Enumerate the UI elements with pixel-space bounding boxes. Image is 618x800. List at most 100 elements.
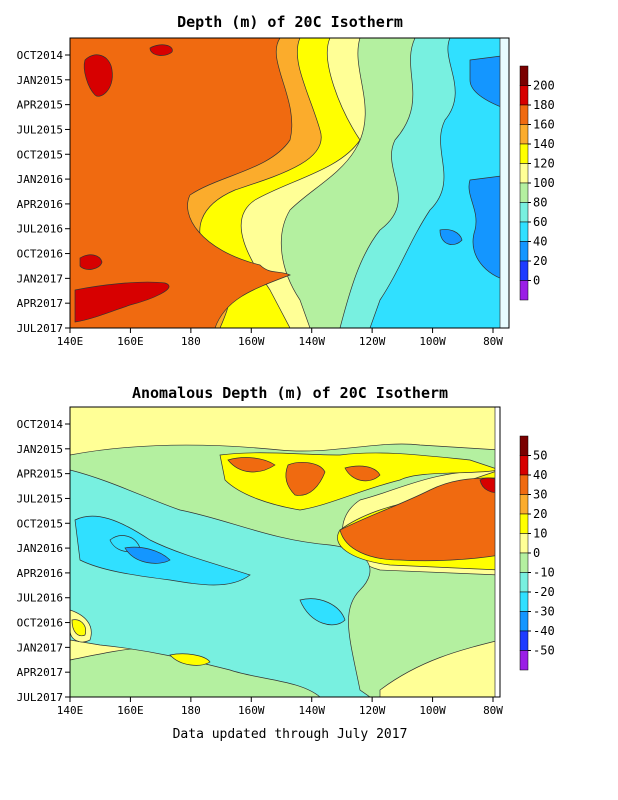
depth-frame — [69, 37, 510, 329]
colorbar-tick-label: 160 — [533, 118, 555, 132]
colorbar: 50 40 30 20 10 0 -10 -20 -30 -40 -50 — [519, 435, 555, 671]
colorbar-swatch — [519, 163, 529, 184]
band-180-200 — [83, 54, 113, 97]
y-tick-label: JAN2016 — [17, 173, 63, 186]
x-tick-label: 120W — [359, 704, 386, 717]
colorbar-tick-label: 50 — [533, 449, 547, 463]
y-tick-label: APR2017 — [17, 666, 63, 679]
y-tick-label: OCT2014 — [17, 418, 64, 431]
colorbar-swatch — [519, 435, 529, 456]
y-tick-label: APR2015 — [17, 99, 63, 112]
x-tick-label: 80W — [483, 335, 503, 348]
band-minus30-minus20 — [74, 515, 251, 586]
x-tick-label: 120W — [359, 335, 386, 348]
x-tick-label: 140E — [57, 704, 84, 717]
chart-title: Anomalous Depth (m) of 20C Isotherm — [132, 384, 448, 402]
x-tick-label: 160W — [238, 704, 265, 717]
y-tick-label: JAN2015 — [17, 443, 63, 456]
y-axis: OCT2014 JAN2015 APR2015 JUL2015 OCT2015 JAN20… — [17, 49, 70, 335]
y-tick-label: JAN2015 — [17, 74, 63, 87]
x-tick-label: 80W — [483, 704, 503, 717]
colorbar-tick-label: -30 — [533, 605, 555, 619]
band-edge — [494, 407, 500, 697]
band-180-200 — [74, 281, 170, 323]
colorbar-tick-label: 60 — [533, 215, 547, 229]
band-20-30 — [344, 465, 381, 482]
colorbar-tick-label: -20 — [533, 585, 555, 599]
band-180-200 — [149, 44, 173, 56]
band-minus40-minus30 — [124, 546, 171, 564]
colorbar-tick-label: 40 — [533, 468, 547, 482]
x-tick-label: 140W — [298, 704, 325, 717]
x-tick-label: 100W — [419, 335, 446, 348]
band-10-20 — [169, 653, 211, 666]
colorbar-tick-label: -50 — [533, 644, 555, 658]
x-axis: 140E 160E 180 160W 140W 120W 100W 80W — [57, 697, 503, 717]
colorbar-tick-label: 20 — [533, 254, 547, 268]
colorbar-tick-label: 80 — [533, 196, 547, 210]
y-tick-label: JAN2016 — [17, 542, 63, 555]
x-tick-label: 160W — [238, 335, 265, 348]
colorbar-tick-label: 30 — [533, 488, 547, 502]
y-tick-label: JUL2015 — [17, 123, 63, 136]
x-tick-label: 100W — [419, 704, 446, 717]
colorbar-tick-label: 10 — [533, 527, 547, 541]
colorbar-swatch — [519, 202, 529, 223]
colorbar-tick-label: 140 — [533, 137, 555, 151]
y-tick-label: APR2017 — [17, 297, 63, 310]
y-tick-label: APR2016 — [17, 567, 63, 580]
colorbar-swatch — [519, 494, 529, 515]
colorbar-swatch — [519, 221, 529, 242]
colorbar-swatch — [519, 552, 529, 573]
x-tick-label: 140E — [57, 335, 84, 348]
y-axis: OCT2014 JAN2015 APR2015 JUL2015 OCT2015 JAN20… — [17, 418, 70, 704]
colorbar-swatch — [519, 513, 529, 534]
y-tick-label: OCT2016 — [17, 248, 63, 261]
colorbar-swatch — [519, 143, 529, 164]
colorbar-swatch — [519, 241, 529, 262]
colorbar-swatch — [519, 572, 529, 593]
colorbar-tick-label: 40 — [533, 235, 547, 249]
colorbar-swatch — [519, 455, 529, 476]
band-180-200 — [79, 254, 103, 270]
band-0-20 — [499, 38, 509, 328]
data-updated-note: Data updated through July 2017 — [173, 727, 408, 742]
band-minus30-minus20 — [299, 598, 346, 626]
colorbar-swatch — [519, 85, 529, 106]
colorbar-swatch — [519, 611, 529, 632]
anomaly-frame — [69, 406, 501, 698]
y-tick-label: JUL2015 — [17, 492, 63, 505]
anomaly-field — [70, 407, 500, 697]
y-tick-label: OCT2016 — [17, 617, 63, 630]
colorbar-swatch — [519, 591, 529, 612]
colorbar-tick-label: 0 — [533, 274, 540, 288]
y-tick-label: OCT2015 — [17, 148, 63, 161]
colorbar-swatch — [519, 474, 529, 495]
depth-field — [70, 38, 509, 328]
x-tick-label: 180 — [181, 335, 201, 348]
x-axis: 140E 160E 180 160W 140W 120W 100W 80W — [57, 328, 503, 348]
colorbar-swatch — [519, 124, 529, 145]
band-10-20 — [71, 619, 86, 637]
x-tick-label: 180 — [181, 704, 201, 717]
depth-panel: Depth (m) of 20C Isotherm OCT2014 JAN2015… — [17, 13, 555, 348]
colorbar-swatch — [519, 104, 529, 125]
band-20-30 — [285, 462, 326, 496]
y-tick-label: APR2016 — [17, 198, 63, 211]
colorbar-swatch — [519, 182, 529, 203]
colorbar-tick-label: 180 — [533, 98, 555, 112]
y-tick-label: JUL2016 — [17, 223, 63, 236]
colorbar-swatch — [519, 630, 529, 651]
band-20-40 — [439, 229, 463, 245]
x-tick-label: 160E — [117, 335, 144, 348]
colorbar-swatch — [519, 650, 529, 671]
y-tick-label: APR2015 — [17, 468, 63, 481]
colorbar-tick-label: 120 — [533, 157, 555, 171]
colorbar-tick-label: 20 — [533, 507, 547, 521]
band-20-30 — [227, 457, 276, 473]
y-tick-label: OCT2015 — [17, 517, 63, 530]
colorbar-tick-label: -40 — [533, 624, 555, 638]
colorbar-swatch — [519, 533, 529, 554]
